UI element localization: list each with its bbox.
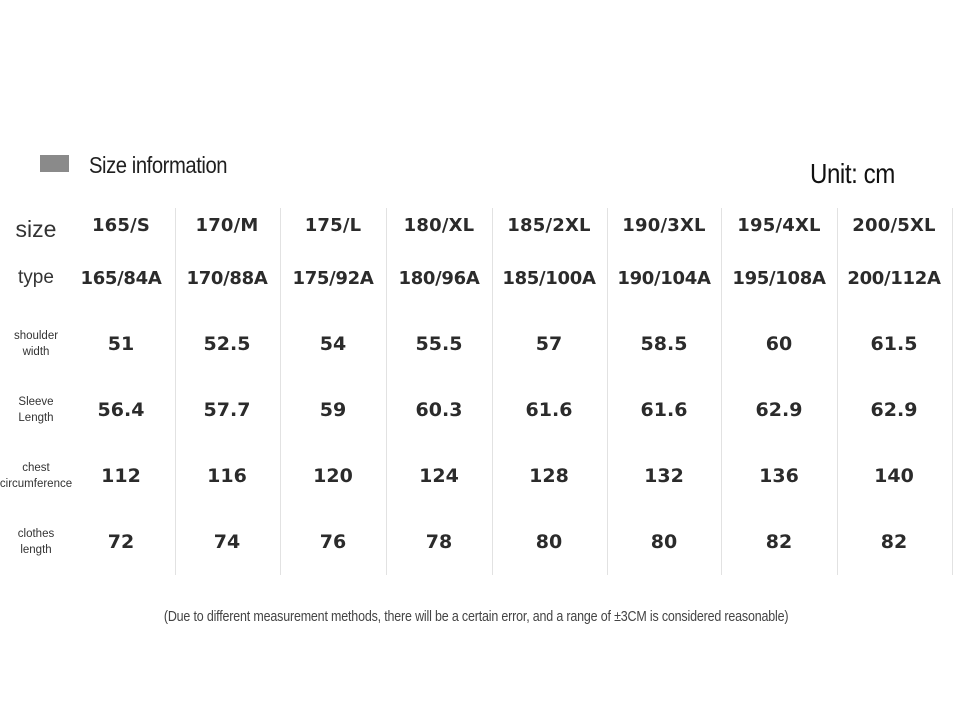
measurement-cell: 61.6 xyxy=(640,399,688,421)
type-cell: 195/108A xyxy=(732,267,826,289)
unit-label: Unit: cm xyxy=(810,158,895,189)
measurement-cell: 57.7 xyxy=(203,399,251,421)
row-label-line: Length xyxy=(18,412,54,424)
header-swatch xyxy=(40,155,69,172)
section-title: Size information xyxy=(89,152,228,178)
footnote-text: (Due to different measurement methods, t… xyxy=(164,609,789,625)
measurement-cell: 136 xyxy=(759,465,799,487)
row-label-line: circumference xyxy=(0,478,73,490)
row-label-line: chest xyxy=(22,462,50,474)
size-header-cell: 200/5XL xyxy=(852,214,936,236)
size-header-cell: 185/2XL xyxy=(507,214,591,236)
column-divider xyxy=(721,208,722,575)
measurement-cell: 57 xyxy=(535,333,563,355)
measurement-row-label: Sleeve Length xyxy=(0,388,72,432)
column-divider xyxy=(607,208,608,575)
measurement-cell: 62.9 xyxy=(870,399,918,421)
size-header-cell: 180/XL xyxy=(403,214,475,236)
type-cell: 200/112A xyxy=(847,267,941,289)
column-divider xyxy=(280,208,281,575)
measurement-cell: 54 xyxy=(319,333,347,355)
size-header-cell: 190/3XL xyxy=(622,214,706,236)
row-label-line: Sleeve xyxy=(18,396,54,408)
measurement-cell: 124 xyxy=(419,465,459,487)
measurement-cell: 60 xyxy=(765,333,793,355)
column-divider xyxy=(386,208,387,575)
measurement-cell: 59 xyxy=(319,399,347,421)
measurement-cell: 61.5 xyxy=(870,333,918,355)
measurement-cell: 116 xyxy=(207,465,247,487)
measurement-cell: 56.4 xyxy=(97,399,145,421)
measurement-cell: 80 xyxy=(650,531,678,553)
measurement-row-label: shoulder width xyxy=(0,322,72,366)
column-divider xyxy=(175,208,176,575)
row-label-line: clothes xyxy=(17,528,55,540)
size-header-cell: 165/S xyxy=(91,214,151,236)
row-label-line: length xyxy=(20,544,52,556)
type-cell: 185/100A xyxy=(502,267,596,289)
measurement-row-label: chest circumference xyxy=(0,454,72,498)
measurement-cell: 74 xyxy=(213,531,241,553)
measurement-cell: 76 xyxy=(319,531,347,553)
measurement-cell: 82 xyxy=(765,531,793,553)
measurement-cell: 132 xyxy=(644,465,684,487)
measurement-cell: 72 xyxy=(107,531,135,553)
row-label-line: shoulder xyxy=(13,330,59,342)
measurement-cell: 60.3 xyxy=(415,399,463,421)
type-cell: 175/92A xyxy=(292,267,374,289)
measurement-cell: 120 xyxy=(313,465,353,487)
measurement-cell: 55.5 xyxy=(415,333,463,355)
size-header-cell: 175/L xyxy=(304,214,362,236)
column-divider xyxy=(837,208,838,575)
type-row-label: type xyxy=(18,267,54,288)
measurement-cell: 128 xyxy=(529,465,569,487)
column-divider xyxy=(492,208,493,575)
type-cell: 165/84A xyxy=(80,267,162,289)
measurement-cell: 52.5 xyxy=(203,333,251,355)
measurement-cell: 140 xyxy=(874,465,914,487)
size-row-label: size xyxy=(15,215,57,242)
measurement-cell: 51 xyxy=(107,333,135,355)
measurement-cell: 82 xyxy=(880,531,908,553)
measurement-cell: 62.9 xyxy=(755,399,803,421)
type-cell: 180/96A xyxy=(398,267,480,289)
measurement-cell: 58.5 xyxy=(640,333,688,355)
row-label-line: width xyxy=(22,346,50,358)
type-cell: 170/88A xyxy=(186,267,268,289)
type-cell: 190/104A xyxy=(617,267,711,289)
measurement-cell: 80 xyxy=(535,531,563,553)
measurement-cell: 61.6 xyxy=(525,399,573,421)
measurement-cell: 112 xyxy=(101,465,141,487)
measurement-footnote: (Due to different measurement methods, t… xyxy=(0,609,953,625)
measurement-cell: 78 xyxy=(425,531,453,553)
size-header-cell: 195/4XL xyxy=(737,214,821,236)
measurement-row-label: clothes length xyxy=(0,520,72,564)
size-header-cell: 170/M xyxy=(195,214,259,236)
